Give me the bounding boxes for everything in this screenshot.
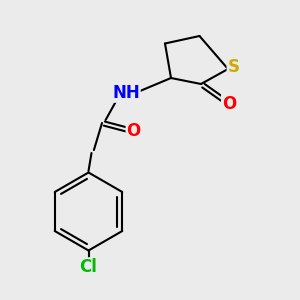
Text: NH: NH [112, 84, 140, 102]
Text: O: O [126, 122, 141, 140]
Text: O: O [222, 94, 236, 112]
Text: Cl: Cl [80, 258, 98, 276]
Text: S: S [227, 58, 239, 76]
